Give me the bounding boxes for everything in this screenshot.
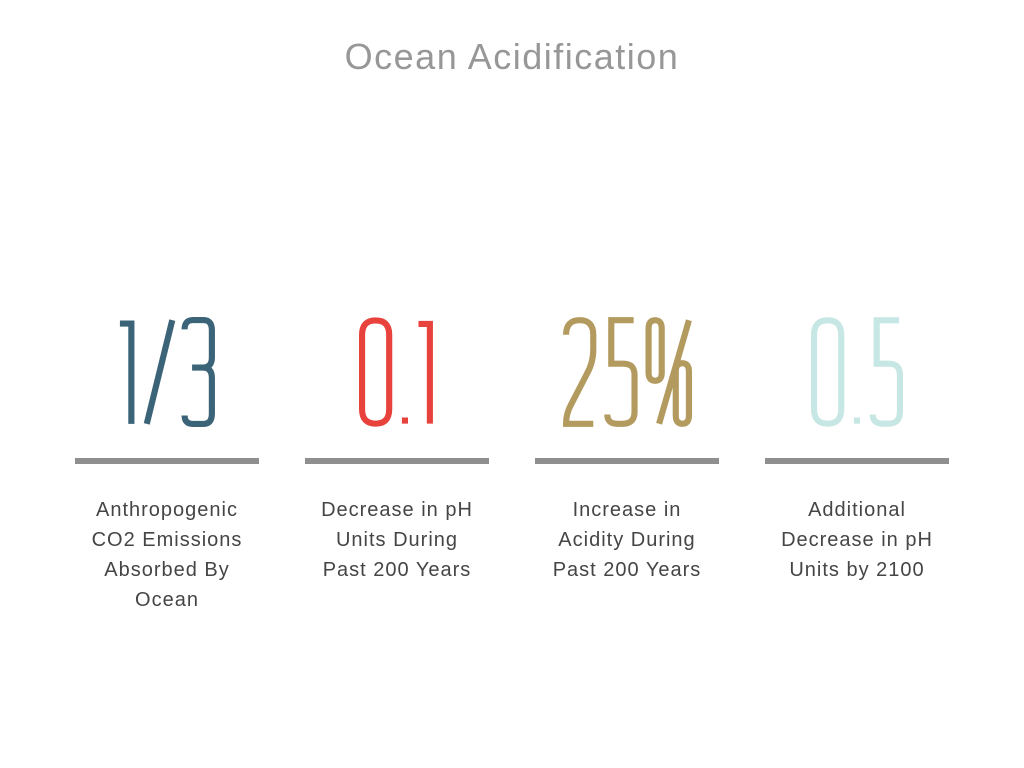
stat-number-glyphs [358, 317, 433, 427]
page-title: Ocean Acidification [344, 36, 680, 77]
stat-label: Increase in Acidity During Past 200 Year… [552, 499, 702, 581]
stats-row: Anthropogenic CO2 Emissions Absorbed By … [52, 317, 972, 615]
stat-number-glyphs [562, 317, 692, 427]
stat-number-glyphs [811, 317, 903, 427]
stat-label: Anthropogenic CO2 Emissions Absorbed By … [91, 499, 243, 611]
stat-value-one-third [119, 317, 215, 427]
stat-divider [535, 458, 719, 464]
stat-value-zero-point-one [358, 317, 436, 427]
stat-label: Decrease in pH Units During Past 200 Yea… [321, 499, 473, 581]
stat-card-ph-decrease: Decrease in pH Units During Past 200 Yea… [282, 317, 512, 615]
stat-divider [305, 458, 489, 464]
stat-card-co2-absorbed: Anthropogenic CO2 Emissions Absorbed By … [52, 317, 282, 615]
stat-card-acidity-increase: Increase in Acidity During Past 200 Year… [512, 317, 742, 615]
stat-divider [75, 458, 259, 464]
stat-value-twenty-five-percent [562, 317, 692, 427]
stat-card-future-ph-decrease: Additional Decrease in pH Units by 2100 [742, 317, 972, 615]
stat-value-zero-point-five [811, 317, 903, 427]
stat-divider [765, 458, 949, 464]
stat-number-glyphs [119, 317, 215, 427]
stat-label: Additional Decrease in pH Units by 2100 [781, 499, 933, 581]
